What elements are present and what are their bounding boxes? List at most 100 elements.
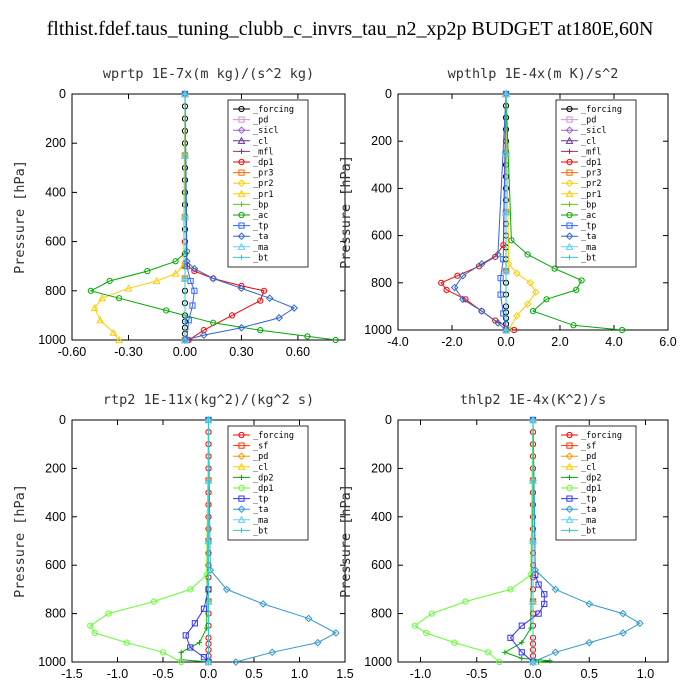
data-point [105,610,112,617]
data-point [115,295,123,302]
legend-box [227,425,309,541]
data-point [87,287,94,294]
data-point [529,308,537,315]
data-point [536,659,542,665]
data-point [530,417,536,423]
data-point [535,581,542,588]
data-point [518,649,525,656]
series-line [89,419,209,663]
x-tick-label: 0.0 [524,667,541,681]
data-point [182,152,188,159]
data-point [519,640,525,646]
series-line [414,419,534,663]
data-point [259,600,267,608]
data-point [512,269,521,278]
y-tick-label: 1000 [364,323,392,337]
x-tick-label: 0.30 [229,345,253,359]
panel-title: rtp2 1E-11x(kg^2)/(kg^2 s) [103,392,314,408]
data-point [313,638,322,647]
legend-marker [566,201,573,207]
legend-marker [237,462,246,470]
data-point [228,312,236,319]
data-point [91,629,98,637]
data-point [570,322,577,329]
y-tick-label: 600 [371,229,392,243]
x-tick-label: -0.30 [114,345,143,359]
series-bt [503,91,509,333]
legend-marker [238,105,245,113]
chart-panel: rtp2 1E-11x(kg^2)/(kg^2 s) Pressure [hPa]… [12,392,354,681]
data-point [123,639,130,646]
legend: _forcing_sf_pd_cl_dp2_dp1_tp_ta_ma_bt [555,425,637,541]
x-tick-label: 1.0 [291,667,308,681]
data-point [183,263,190,270]
legend-marker [238,474,245,480]
data-point [503,209,509,215]
data-point [462,598,469,605]
legend-label: _mfl [581,147,601,157]
legend-marker [565,179,574,188]
legend-marker [238,169,245,176]
series-dp1 [87,416,212,666]
y-tick-label: 400 [45,510,66,524]
data-point [205,417,212,423]
legend-label: _pd [581,452,596,462]
x-tick-label: 0.00 [173,345,197,359]
data-point [231,658,240,666]
legend-marker [565,515,574,523]
data-point [237,323,246,332]
legend-marker [565,232,574,241]
series-pr1 [90,89,189,344]
data-point [115,335,124,344]
legend-marker [565,126,574,135]
data-point [458,295,467,304]
data-point [438,279,445,286]
data-point [551,585,560,594]
legend-label: _dp1 [253,484,273,494]
legend-marker [237,452,246,461]
data-point [185,317,192,324]
legend-marker [238,211,245,219]
legend-label: _forcing [253,105,294,115]
y-tick-label: 0 [59,413,66,427]
legend-marker [238,148,245,154]
y-axis-label: Pressure [hPa] [12,484,28,598]
data-point [450,283,459,292]
legend-label: _pr2 [581,179,601,189]
panel-title: wpthlp 1E-4x(m K)/s^2 [448,66,619,82]
legend-marker [566,442,573,449]
x-tick-label: 0.0 [200,667,217,681]
y-axis-label: Pressure [hPa] [338,155,354,269]
series-dp2 [502,417,553,665]
legend-label: _cl [253,137,268,147]
data-point [210,319,217,326]
y-tick-label: 800 [371,276,392,290]
x-tick-label: 1.5 [336,667,353,681]
panel-title: thlp2 1E-4x(K^2)/s [460,392,606,408]
y-tick-label: 800 [45,607,66,621]
series-ta [181,90,298,344]
data-point [507,634,514,641]
data-point [535,610,542,617]
legend-marker [238,158,245,166]
data-point [619,326,626,334]
legend-label: _pd [581,116,596,126]
plot-frame [71,93,346,341]
legend-label: _mfl [253,147,273,157]
legend-label: _ma [253,243,268,253]
legend-label: _pd [253,452,268,462]
data-point [503,91,509,97]
legend-label: _cl [253,463,268,473]
legend-label: _forcing [581,105,622,115]
data-point [257,327,264,334]
data-point [541,600,548,608]
x-tick-label: 0.60 [286,345,310,359]
data-point [411,622,418,629]
data-point [508,237,515,244]
data-point [178,658,185,666]
y-tick-label: 1000 [364,655,392,669]
x-tick-label: 0.5 [581,667,598,681]
data-point [275,314,283,322]
legend-label: _ma [253,516,268,526]
